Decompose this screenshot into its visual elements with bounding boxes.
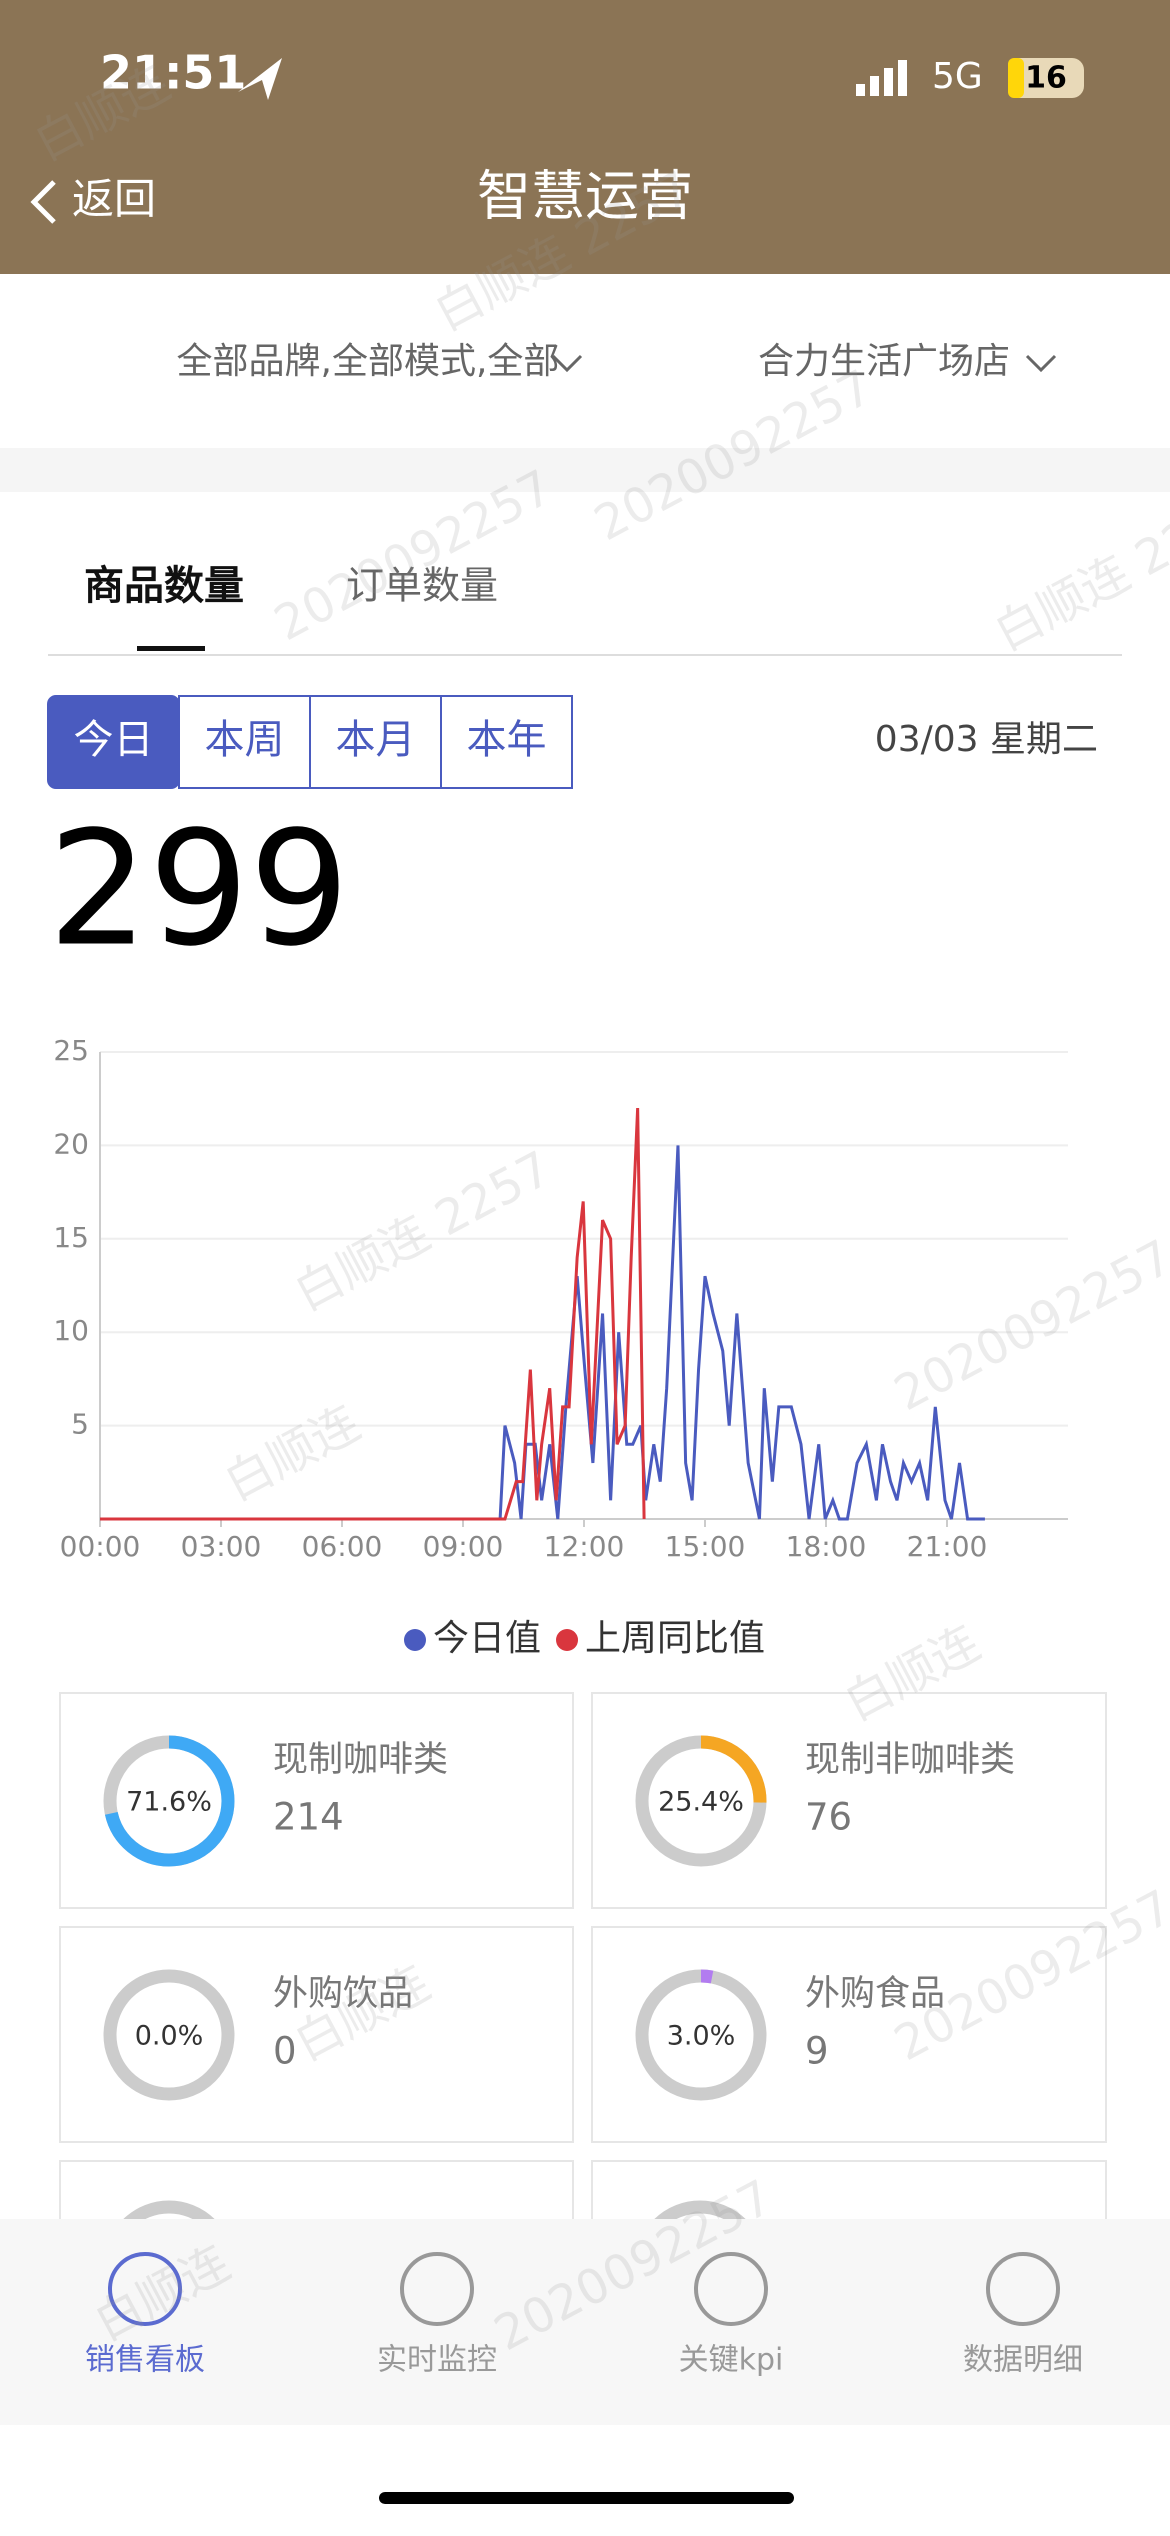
x-tick-label: 18:00 [786, 1530, 867, 1563]
nav-icon[interactable] [400, 2252, 474, 2326]
legend-dot [556, 1629, 579, 1651]
series-line [100, 1145, 985, 1521]
donut-label: 25.4% [658, 1787, 744, 1818]
nav-label[interactable]: 关键kpi [679, 2343, 784, 2378]
period-button[interactable] [440, 695, 573, 789]
nav-icon[interactable] [986, 2252, 1060, 2326]
tab[interactable]: 订单数量 [346, 564, 498, 608]
location-icon [238, 58, 282, 100]
battery-level [1008, 58, 1024, 98]
nav-label[interactable]: 销售看板 [85, 2343, 205, 2378]
x-tick-label: 12:00 [544, 1530, 625, 1563]
category-name: 现制非咖啡类 [805, 1740, 1015, 1780]
donut-arc [635, 1969, 767, 2101]
category-count: 9 [805, 2030, 829, 2073]
nav-bar [0, 2219, 1170, 2425]
category-count: 214 [273, 1796, 344, 1839]
donut-label: 3.0% [667, 2021, 736, 2052]
category-name: 外购食品 [805, 1974, 945, 2014]
x-tick-label: 15:00 [665, 1530, 746, 1563]
period-label[interactable]: 本月 [336, 717, 416, 763]
chevron [1025, 354, 1057, 373]
legend-dot [404, 1629, 426, 1651]
period-label[interactable]: 本年 [467, 717, 547, 763]
watermark: 2020092257 [885, 1229, 1170, 1422]
back-icon[interactable] [30, 180, 56, 224]
header-bg [0, 0, 1170, 274]
battery-text: 16 [1025, 61, 1067, 96]
nav-icon[interactable] [108, 2252, 182, 2326]
tab-underline [137, 646, 205, 651]
period-button[interactable] [309, 695, 442, 789]
y-tick-label: 20 [53, 1127, 89, 1160]
y-tick-label: 25 [53, 1034, 89, 1067]
donut-track [103, 1969, 235, 2101]
divider-band [0, 448, 1170, 492]
page-title: 智慧运营 [477, 165, 693, 228]
card [591, 1926, 1107, 2143]
signal-icon [856, 60, 907, 96]
series-line [100, 1107, 646, 1521]
category-name: 现制咖啡类 [273, 1740, 448, 1780]
nav-icon[interactable] [694, 2252, 768, 2326]
y-tick-label: 5 [71, 1408, 89, 1441]
tab-active[interactable]: 商品数量 [84, 563, 244, 609]
nav-label[interactable]: 数据明细 [963, 2343, 1083, 2378]
x-tick-label: 21:00 [907, 1530, 988, 1563]
chevron [551, 354, 583, 373]
card [591, 2160, 1107, 2222]
x-tick-label: 00:00 [60, 1530, 141, 1563]
network: 5G [932, 56, 983, 97]
legend-label: 今日值 [433, 1618, 541, 1659]
watermark: 白顺连 2257 [285, 1141, 560, 1323]
total: 299 [48, 797, 350, 981]
category-name: 外购饮品 [273, 1974, 413, 2014]
x-tick-label: 06:00 [302, 1530, 383, 1563]
period-label[interactable]: 本周 [205, 717, 285, 763]
donut-label: 0.0% [135, 2021, 204, 2052]
period-button[interactable] [178, 695, 311, 789]
x-tick-label: 09:00 [423, 1530, 504, 1563]
nav-label[interactable]: 实时监控 [377, 2343, 497, 2378]
card [591, 1692, 1107, 1909]
battery [1008, 58, 1084, 98]
watermark: 白顺连 [215, 1395, 368, 1512]
x-tick-label: 03:00 [181, 1530, 262, 1563]
category-count: 0 [273, 2030, 297, 2073]
status-time: 21:51 [100, 46, 246, 100]
home-indicator [379, 2492, 794, 2504]
period-label[interactable]: 今日 [74, 717, 154, 763]
y-tick-label: 15 [53, 1221, 89, 1254]
donut-arc [635, 1735, 767, 1867]
watermark: 白顺连 2257 [985, 481, 1170, 663]
category-count: 76 [805, 1796, 852, 1839]
card [59, 1926, 574, 2143]
donut-arc [103, 1735, 235, 1867]
store-filter[interactable]: 合力生活广场店 [758, 341, 1010, 382]
donut-label: 71.6% [126, 1787, 212, 1818]
date: 03/03 星期二 [875, 719, 1098, 760]
y-tick-label: 10 [53, 1314, 89, 1347]
legend-label: 上周同比值 [585, 1618, 765, 1659]
brand-filter[interactable]: 全部品牌,全部模式,全部 [177, 341, 560, 382]
back-button[interactable]: 返回 [72, 175, 156, 224]
card [59, 1692, 574, 1909]
